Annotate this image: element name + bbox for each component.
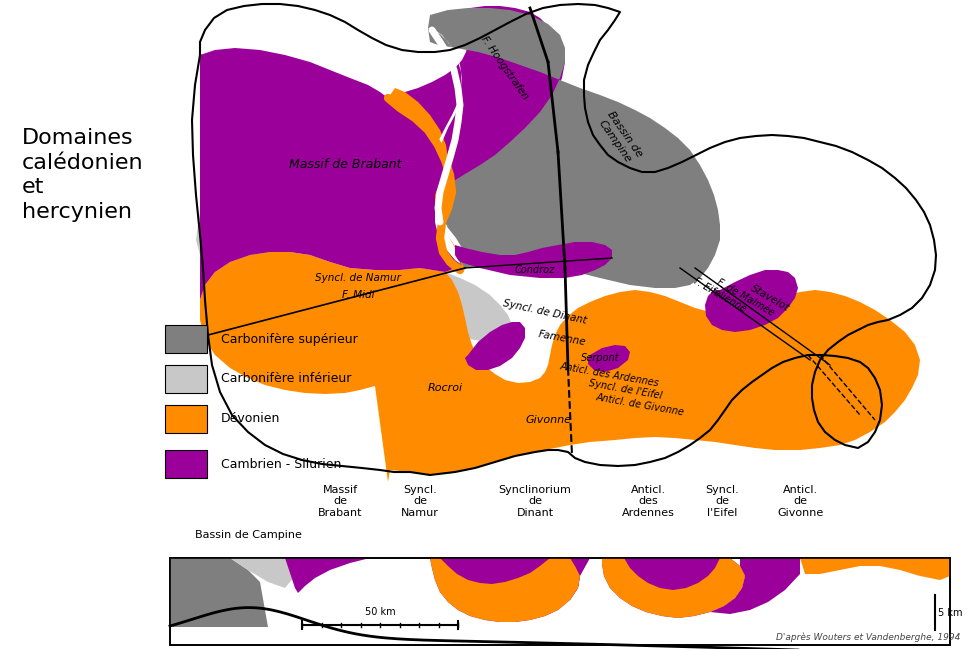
Text: Domaines
calédonien
et
hercynien: Domaines calédonien et hercynien — [22, 128, 144, 222]
Text: Serpont: Serpont — [580, 353, 619, 363]
Text: Condroz: Condroz — [515, 265, 555, 275]
Text: Syncl. de Dinant: Syncl. de Dinant — [503, 299, 588, 326]
Polygon shape — [705, 270, 798, 332]
Text: Massif
de
Brabant: Massif de Brabant — [318, 485, 363, 518]
Text: Anticl.
de
Givonne: Anticl. de Givonne — [777, 485, 823, 518]
Polygon shape — [170, 558, 268, 627]
Polygon shape — [200, 252, 920, 482]
Text: Synclinorium
de
Dinant: Synclinorium de Dinant — [499, 485, 572, 518]
Text: F. Midi: F. Midi — [342, 290, 374, 300]
Polygon shape — [285, 558, 580, 622]
Polygon shape — [428, 8, 720, 288]
Text: Massif de Brabant: Massif de Brabant — [289, 158, 401, 171]
Bar — [165, 450, 207, 478]
Polygon shape — [196, 210, 512, 342]
Text: Syncl. de Namur: Syncl. de Namur — [315, 273, 400, 283]
Text: Stavelot: Stavelot — [748, 283, 791, 313]
Text: Givonne: Givonne — [525, 415, 571, 425]
Polygon shape — [602, 558, 745, 618]
Text: D'après Wouters et Vandenberghe, 1994: D'après Wouters et Vandenberghe, 1994 — [776, 633, 960, 642]
Text: Anticl. des Ardennes: Anticl. des Ardennes — [560, 361, 660, 389]
Text: Cambrien - Silurien: Cambrien - Silurien — [221, 458, 341, 471]
Text: Anticl. de Givonne: Anticl. de Givonne — [595, 392, 685, 418]
Text: F. de Malmée: F. de Malmée — [714, 278, 776, 319]
Text: Famenne: Famenne — [538, 329, 587, 347]
Polygon shape — [570, 558, 745, 618]
Text: Carbonifère supérieur: Carbonifère supérieur — [221, 332, 358, 345]
Bar — [165, 405, 207, 433]
Polygon shape — [455, 242, 612, 278]
Text: Bassin de Campine: Bassin de Campine — [195, 530, 302, 540]
Text: F. Hoogstrafen: F. Hoogstrafen — [479, 34, 531, 102]
Polygon shape — [230, 558, 295, 588]
Text: Syncl.
de
Namur: Syncl. de Namur — [401, 485, 439, 518]
Bar — [165, 325, 207, 353]
Text: Carbonifère inférieur: Carbonifère inférieur — [221, 373, 351, 386]
Text: Rocroi: Rocroi — [428, 383, 463, 393]
Polygon shape — [800, 558, 950, 580]
Text: Bassin de
Campine: Bassin de Campine — [596, 110, 644, 166]
Text: Syncl. de l'Eifel: Syncl. de l'Eifel — [587, 378, 663, 401]
Text: Dévonien: Dévonien — [221, 413, 280, 426]
Polygon shape — [465, 322, 525, 370]
Polygon shape — [588, 345, 630, 372]
Text: Syncl.
de
l'Eifel: Syncl. de l'Eifel — [705, 485, 739, 518]
Polygon shape — [388, 88, 465, 272]
Polygon shape — [430, 558, 580, 622]
Polygon shape — [200, 6, 565, 300]
Bar — [170, 558, 950, 645]
Text: 5 km: 5 km — [938, 608, 962, 618]
Text: Anticl.
des
Ardennes: Anticl. des Ardennes — [621, 485, 675, 518]
Polygon shape — [710, 558, 800, 614]
Polygon shape — [428, 28, 462, 155]
Text: F. Eifelienne: F. Eifelienne — [692, 276, 747, 314]
Text: 50 km: 50 km — [364, 607, 396, 617]
Bar — [165, 365, 207, 393]
Bar — [170, 558, 950, 645]
